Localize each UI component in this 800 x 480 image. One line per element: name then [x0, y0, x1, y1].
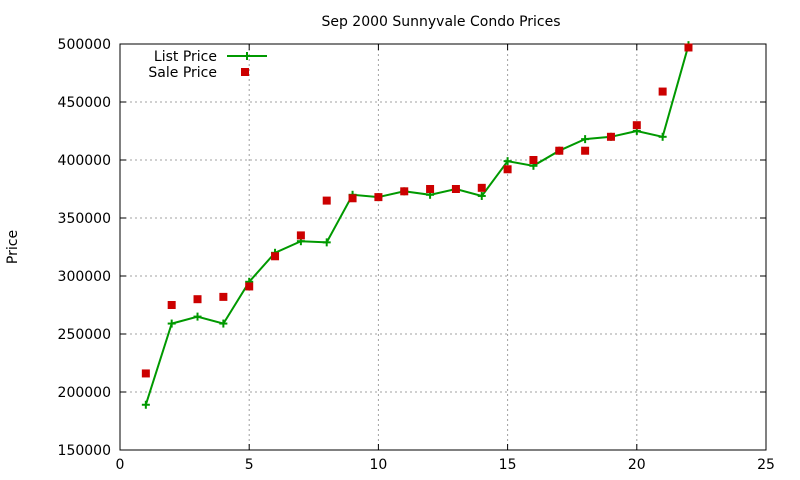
y-tick-label: 350000	[58, 211, 111, 227]
sale-price-point	[658, 87, 667, 96]
legend-plus-swatch	[243, 52, 251, 60]
x-tick-label: 5	[245, 457, 254, 473]
x-tick-label: 15	[499, 457, 517, 473]
list-price-line	[144, 44, 690, 406]
sale-price-point	[451, 185, 460, 193]
sale-price-point	[296, 231, 305, 240]
sale-price-point	[400, 187, 409, 196]
list-price-point	[477, 191, 486, 200]
legend-label: Sale Price	[148, 65, 217, 81]
sale-price-point	[141, 369, 150, 378]
y-tick-label: 400000	[58, 153, 111, 169]
y-tick-label: 450000	[58, 95, 111, 111]
sale-price-point	[477, 183, 486, 192]
sale-price-point	[503, 165, 512, 174]
sale-price-point	[271, 252, 280, 261]
list-price-point	[141, 400, 150, 409]
grid	[120, 44, 766, 450]
plot-frame	[119, 43, 767, 451]
chart-title: Sep 2000 Sunnyvale Condo Prices	[321, 14, 560, 30]
sale-price-point	[374, 193, 383, 202]
list-price-point	[219, 319, 228, 328]
y-tick-label: 250000	[58, 327, 111, 343]
series-1	[141, 43, 693, 378]
x-tick-label: 20	[628, 457, 646, 473]
list-price-point	[581, 135, 590, 144]
axis-ticks: 0 5 10 15 20 25 150000 200000 250000 300000 350000…	[58, 37, 775, 473]
list-price-point	[322, 238, 331, 247]
sale-price-point	[684, 43, 693, 52]
series-0	[141, 41, 693, 409]
sale-price-point	[245, 282, 254, 291]
legend-label: List Price	[154, 49, 217, 65]
sale-price-point	[219, 292, 228, 301]
sale-price-point	[348, 194, 357, 203]
sale-price-point	[529, 156, 538, 164]
y-axis-label: Price	[5, 230, 21, 264]
list-price-point	[658, 132, 667, 141]
sale-price-point	[193, 295, 202, 304]
y-tick-label: 200000	[58, 385, 111, 401]
sale-price-point	[322, 196, 331, 205]
x-tick-label: 25	[757, 457, 775, 473]
y-tick-label: 300000	[58, 269, 111, 285]
list-price-point	[193, 312, 202, 321]
series	[141, 41, 693, 409]
sale-price-point	[581, 146, 590, 155]
list-price-point	[167, 319, 176, 328]
sale-price-point	[632, 121, 641, 130]
sale-price-point	[426, 185, 435, 193]
sale-price-point	[555, 146, 564, 155]
y-tick-label: 150000	[58, 443, 111, 459]
sale-price-point	[167, 301, 176, 309]
x-tick-label: 10	[369, 457, 387, 473]
sale-price-point	[606, 132, 615, 141]
legend-square-swatch	[241, 68, 249, 76]
list-price-point	[503, 157, 512, 166]
y-tick-label: 500000	[58, 37, 111, 53]
x-tick-label: 0	[116, 457, 125, 473]
